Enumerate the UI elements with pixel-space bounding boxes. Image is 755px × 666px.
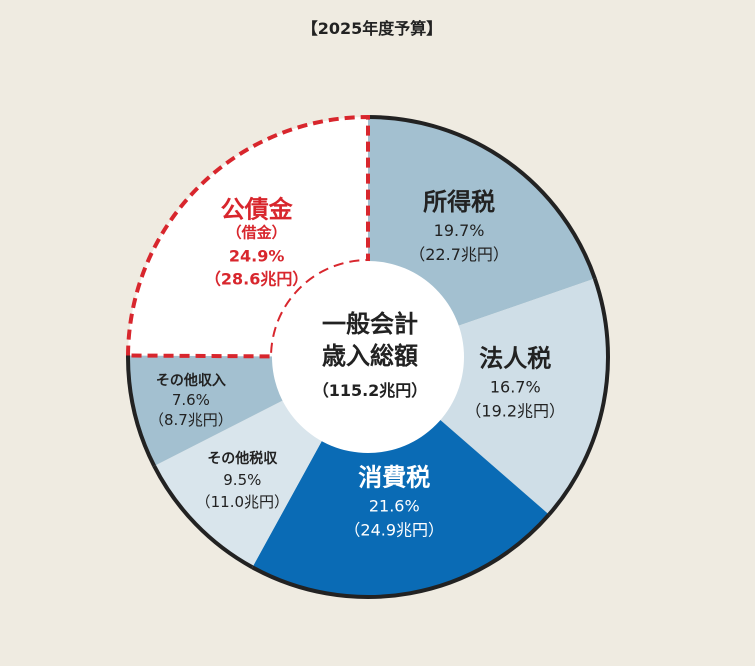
slice-value: （8.7兆円） xyxy=(149,411,233,429)
slice-percent: 16.7% xyxy=(490,378,541,397)
slice-label: 公債金 xyxy=(221,195,294,223)
pie-outer-border xyxy=(126,355,156,467)
chart-title: 【2025年度予算】 xyxy=(302,19,443,38)
slice-value: （11.0兆円） xyxy=(196,493,289,511)
slice-label: 法人税 xyxy=(479,345,551,373)
pie-outer-border xyxy=(152,465,254,570)
center-disc xyxy=(272,261,464,453)
slice-value: （19.2兆円） xyxy=(465,402,565,421)
slice-label: その他収入 xyxy=(156,372,226,389)
total-label-line1: 一般会計 xyxy=(322,310,418,338)
pie-outer-border xyxy=(367,115,597,280)
pie-slice xyxy=(252,357,550,597)
pie-outer-border xyxy=(547,277,610,516)
slice-value: （24.9兆円） xyxy=(344,521,444,540)
slice-value: （22.7兆円） xyxy=(409,245,509,264)
slice-percent: 21.6% xyxy=(369,497,420,516)
slice-percent: 7.6% xyxy=(172,391,210,409)
slice-percent: 19.7% xyxy=(434,221,485,240)
slice-value: （28.6兆円） xyxy=(205,269,308,288)
slice-percent: 9.5% xyxy=(223,471,261,489)
slice-labels: 所得税 19.7% （22.7兆円） 法人税 16.7% （19.2兆円） 消費税 21.6%… xyxy=(149,188,565,540)
pie-outer-border xyxy=(251,513,551,599)
slice-percent: 24.9% xyxy=(229,246,285,265)
slice-label: 所得税 xyxy=(423,188,495,216)
slice-sublabel: （借金） xyxy=(227,223,287,241)
center-labels: 一般会計 歳入総額 （115.2兆円） xyxy=(313,310,428,400)
slice-label: 消費税 xyxy=(358,464,430,492)
total-label-line2: 歳入総額 xyxy=(322,342,418,370)
slice-label: その他税収 xyxy=(207,450,278,467)
total-label-line3: （115.2兆円） xyxy=(313,381,428,400)
